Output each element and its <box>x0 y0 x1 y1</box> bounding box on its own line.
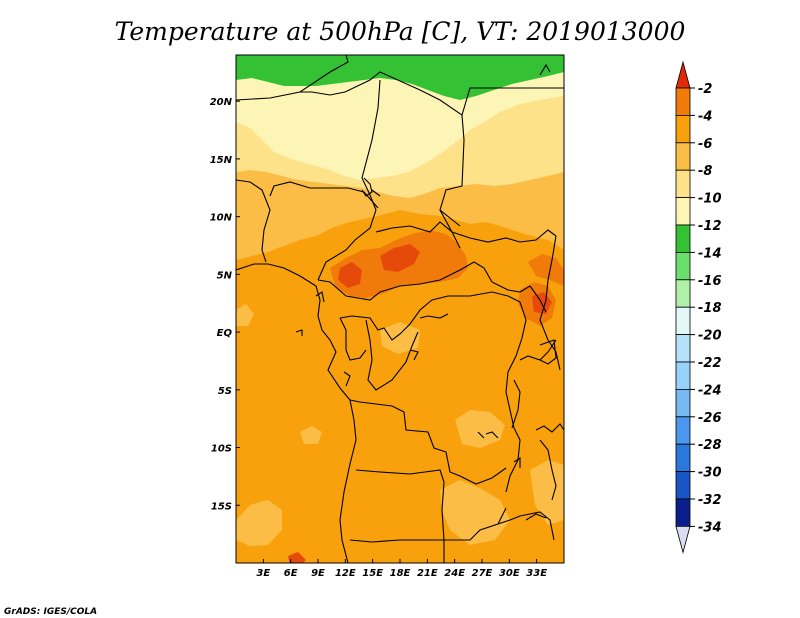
colorbar-segment <box>675 87 691 116</box>
colorbar-label: -2 <box>698 82 712 97</box>
lat-tick-label: 10N <box>210 213 233 224</box>
lon-tick-label: 6E <box>284 568 298 579</box>
lat-tick-label: 15S <box>211 501 232 512</box>
colorbar-segment <box>675 197 691 226</box>
colorbar-label: -4 <box>698 109 712 124</box>
lon-tick-label: 15E <box>362 568 383 579</box>
colorbar-label: -28 <box>698 438 722 453</box>
colorbar-bottom-arrow <box>675 526 691 554</box>
colorbar-label: -18 <box>698 301 722 316</box>
lon-tick-label: 3E <box>256 568 270 579</box>
colorbar-label: -22 <box>698 356 722 371</box>
field-band-minus2-a <box>338 262 362 288</box>
field-band-minus14 <box>236 55 564 100</box>
colorbar-segment <box>675 251 691 281</box>
field-band-minus2-d <box>288 552 306 563</box>
field-patch-minus8-a <box>236 500 282 546</box>
colorbar-segment <box>675 498 691 527</box>
colorbar-label: -32 <box>698 493 722 508</box>
colorbar-top-arrow <box>675 60 691 89</box>
colorbar-segment <box>675 416 691 445</box>
lon-tick-label: 33E <box>526 568 547 579</box>
field-patch-minus8-f <box>300 426 322 444</box>
colorbar-label: -24 <box>698 383 722 398</box>
colorbar: -2 -4 -6 -8 -10 -12 -14 -16 -18 -20 -22 -24 -26 -28 -3… <box>675 60 722 554</box>
colorbar-label: -26 <box>698 411 722 426</box>
lon-tick-label: 24E <box>444 568 465 579</box>
colorbar-label: -6 <box>698 137 712 152</box>
map-title: Temperature at 500hPa [C], VT: 201901300… <box>115 17 686 46</box>
field-patch-minus8-b <box>455 410 505 448</box>
field-patch-minus8-d <box>530 460 564 525</box>
lon-tick-label: 27E <box>472 568 493 579</box>
colorbar-label: -34 <box>698 520 722 535</box>
lon-tick-label: 18E <box>390 568 411 579</box>
field-band-minus2-b <box>380 244 420 272</box>
colorbar-segment <box>675 279 691 308</box>
colorbar-segment <box>675 142 691 171</box>
field-patch-minus8-c <box>440 480 510 545</box>
field-patch-minus8-e <box>380 322 420 354</box>
field-patch-minus8-g <box>236 304 254 326</box>
colorbar-segment <box>675 306 691 336</box>
colorbar-label: -10 <box>698 192 722 207</box>
field-band-minus4-ne <box>528 254 564 286</box>
lon-tick-label: 30E <box>499 568 520 579</box>
lat-tick-label: 15N <box>210 155 233 166</box>
colorbar-segment <box>675 115 691 144</box>
colorbar-label: -12 <box>698 219 722 234</box>
lat-tick-label: 5N <box>217 270 233 281</box>
colorbar-label: -14 <box>698 246 722 261</box>
colorbar-label: -30 <box>698 466 722 481</box>
colorbar-segment <box>675 224 691 253</box>
colorbar-segment <box>675 334 691 363</box>
lat-tick-label: 10S <box>211 444 232 455</box>
colorbar-segment <box>675 361 691 390</box>
lat-tick-label: 20N <box>210 97 233 108</box>
colorbar-label: -16 <box>698 274 722 289</box>
colorbar-segment <box>675 169 691 198</box>
colorbar-segment <box>675 443 691 473</box>
colorbar-label: -8 <box>698 164 712 179</box>
colorbar-segment <box>675 388 691 418</box>
colorbar-label: -20 <box>698 329 722 344</box>
lon-tick-label: 21E <box>417 568 438 579</box>
temperature-field <box>236 55 564 563</box>
country-boundaries <box>236 55 564 563</box>
latitude-axis: 20N 15N 10N 5N EQ 5S 10S 15S <box>210 97 240 512</box>
longitude-axis: 3E 6E 9E 12E 15E 18E 21E 24E 27E 30E 33E <box>256 559 547 579</box>
lat-tick-label: EQ <box>217 328 233 339</box>
lat-tick-label: 5S <box>218 386 232 397</box>
lon-tick-label: 12E <box>335 568 356 579</box>
colorbar-segment <box>675 471 691 500</box>
grads-credit: GrADS: IGES/COLA <box>4 607 97 617</box>
lon-tick-label: 9E <box>311 568 325 579</box>
